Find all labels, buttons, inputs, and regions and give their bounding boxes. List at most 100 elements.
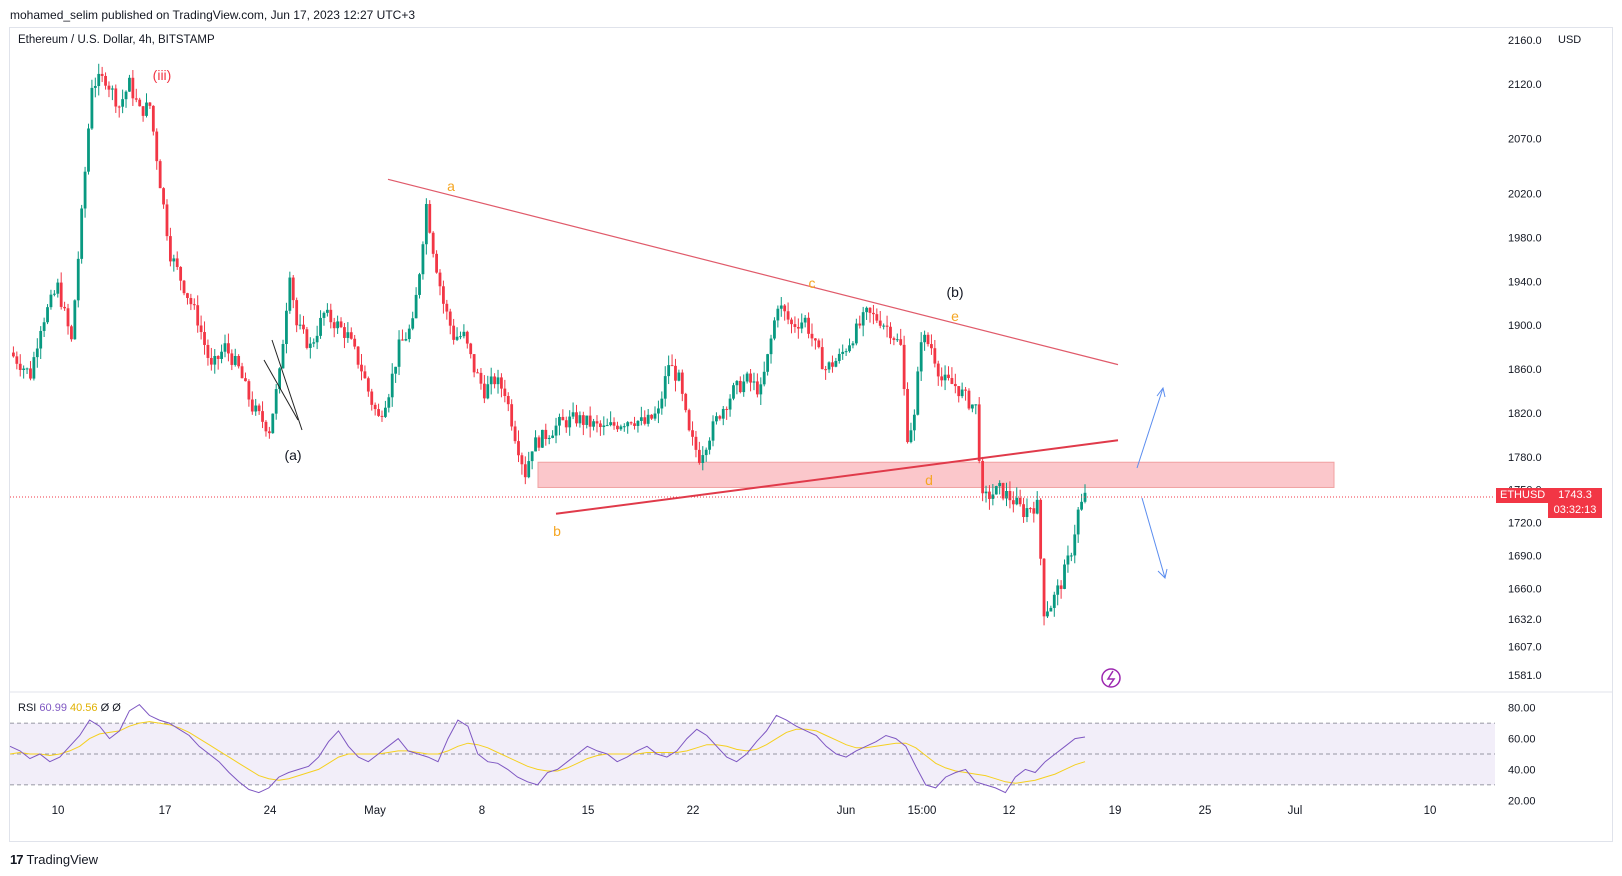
candle-body [503,388,507,397]
rsi-legend-null-1: Ø [100,702,110,714]
candle-body [745,373,749,382]
candle-body [725,408,729,410]
candle-body [848,345,851,352]
candle-body [994,486,998,495]
candle-body [179,266,183,281]
candle-body [612,422,616,426]
candle-body [749,373,752,383]
candle-body [489,376,493,385]
tradingview-footer[interactable]: 17 TradingView [10,852,98,867]
rsi-tick-2: 40.00 [1508,764,1536,776]
support-zone [537,461,1335,488]
candle-body [380,415,384,417]
candle-body [261,411,264,422]
candle-body [353,338,357,347]
candle-body [680,372,684,394]
candle-body [329,309,333,323]
candle-body [1073,534,1077,556]
candle-body [158,161,162,189]
candle-body [414,294,418,319]
candle-body [957,386,961,397]
down-arrow-head-icon [1157,568,1168,579]
candle-body [616,425,619,430]
candle-body [100,73,104,76]
candle-body [776,308,780,321]
candle-body [513,426,517,442]
wave-label-2: a [447,178,455,194]
candle-body [431,232,435,254]
candle-body [472,354,476,373]
candle-body [585,415,589,425]
candle-body [32,357,36,379]
price-tick-7: 1860.0 [1508,364,1542,376]
candle-body [182,280,186,294]
candle-body [878,320,882,326]
candle-body [981,460,985,494]
candle-body [394,366,398,374]
candle-body [708,440,712,450]
candle-body [865,307,868,313]
candle-body [418,274,421,295]
candle-body [588,415,592,427]
candle-body [547,437,551,440]
candle-body [858,323,862,326]
candle-body [1080,501,1083,510]
candle-body [278,368,282,390]
candle-body [1022,504,1025,518]
candle-body [73,300,77,340]
candle-body [629,422,633,424]
candle-body [1052,594,1056,608]
lower-trendline [555,439,1119,515]
candle-body [70,326,73,340]
price-tick-6: 1900.0 [1508,320,1542,332]
wave-label-4: c [809,275,816,291]
candle-body [598,423,602,428]
candle-body [104,75,107,86]
candle-body [964,389,967,391]
candle-body [377,409,380,416]
tradingview-brand: TradingView [26,852,99,867]
candle-body [854,323,858,344]
candle-body [244,378,247,382]
chart-legend-symbol[interactable]: Ethereum / U.S. Dollar, 4h, BITSTAMP [18,34,215,46]
time-tick-2: 24 [264,805,277,817]
candle-body [899,339,903,345]
candle-body [189,297,193,305]
time-tick-13: 10 [1424,805,1437,817]
wave-label-0: (iii) [153,67,172,83]
price-tick-9: 1780.0 [1508,452,1542,464]
candle-body [87,128,90,172]
candle-body [1015,497,1019,505]
candle-body [892,338,896,340]
candle-body [657,408,660,414]
last-price-tag: 1743.3 03:32:13 [1548,488,1602,518]
candle-body [728,398,732,410]
currency-label: USD [1558,34,1582,46]
candle-body [919,342,923,372]
candle-body [117,106,121,108]
candle-body [257,405,261,412]
candle-body [947,374,950,379]
candle-body [773,320,776,339]
rsi-legend[interactable]: RSI 60.99 40.56 Ø Ø [18,702,121,714]
time-axis: 10 17 24 May 8 15 22 Jun 15:00 12 19 25 Jul 10 [52,805,1437,817]
candle-body [192,304,196,306]
candle-body [930,344,933,349]
candle-body [339,321,343,328]
candle-body [715,416,718,422]
price-tick-3: 2020.0 [1508,189,1542,201]
event-bolt-icon [1101,668,1121,688]
time-tick-10: 19 [1109,805,1122,817]
candle-body [1049,607,1053,612]
candle-body [206,344,210,358]
candle-body [1018,497,1022,505]
price-axis: 2160.0 2120.0 2070.0 2020.0 1980.0 1940.0 1900… [1508,35,1542,682]
candle-body [1039,499,1043,559]
candle-body [943,374,947,381]
candles [12,63,1087,626]
candle-body [209,357,213,365]
candle-body [953,383,957,387]
candle-body [110,88,114,90]
candle-body [687,410,691,431]
